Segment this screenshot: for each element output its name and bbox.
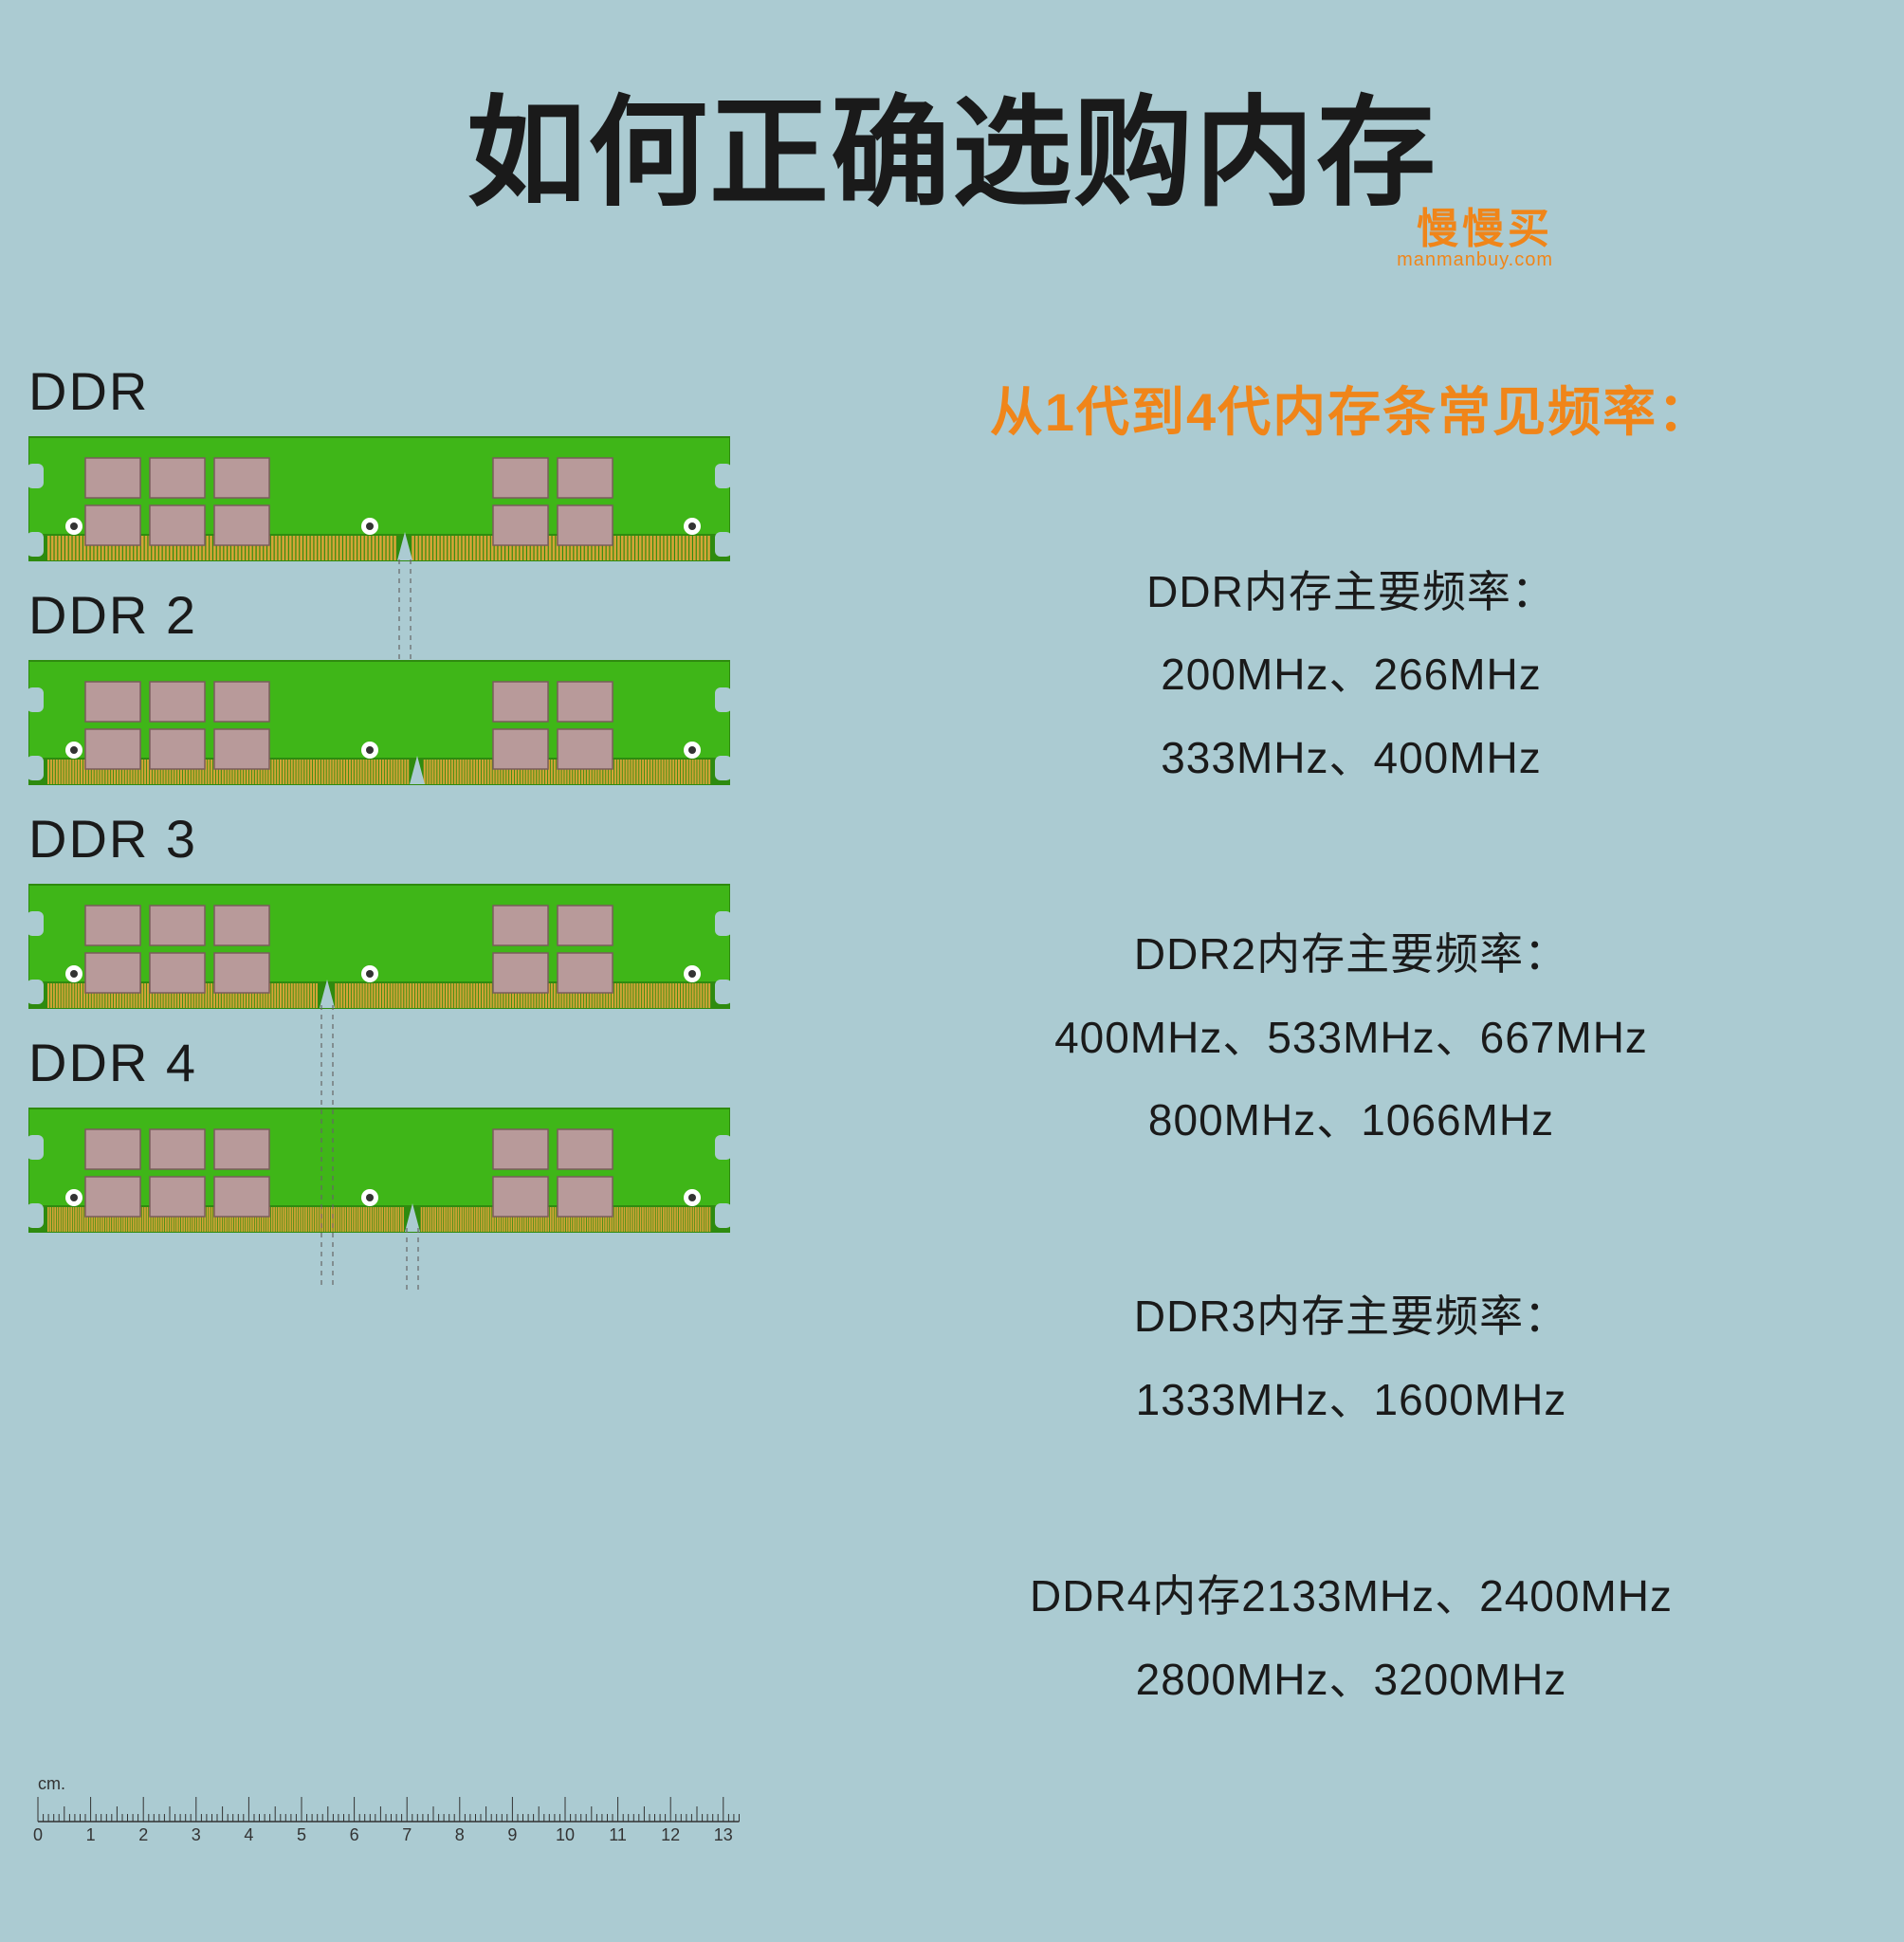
freq-line: 400MHz、533MHz、667MHz [834,997,1868,1079]
ram-block-ddr3: DDR 3 [28,808,730,1022]
svg-text:cm.: cm. [38,1776,65,1793]
ram-block-ddr4: DDR 4 [28,1032,730,1246]
freq-line: DDR内存主要频率： [834,551,1868,633]
freq-line: 200MHz、266MHz [834,633,1868,716]
freq-group-1: DDR2内存主要频率：400MHz、533MHz、667MHz800MHz、10… [834,913,1868,1162]
svg-text:7: 7 [402,1825,412,1842]
svg-text:13: 13 [714,1825,733,1842]
ram-label: DDR 3 [28,808,730,870]
svg-text:11: 11 [609,1825,627,1842]
svg-text:12: 12 [661,1825,680,1842]
freq-line: 1333MHz、1600MHz [834,1359,1868,1441]
freq-group-2: DDR3内存主要频率：1333MHz、1600MHz [834,1275,1868,1441]
svg-text:9: 9 [507,1825,517,1842]
freq-group-3: DDR4内存2133MHz、2400MHz2800MHz、3200MHz [834,1555,1868,1721]
frequency-heading: 从1代到4代内存条常见频率： [834,370,1868,447]
svg-text:8: 8 [455,1825,465,1842]
svg-text:5: 5 [297,1825,306,1842]
svg-text:1: 1 [86,1825,96,1842]
freq-line: DDR4内存2133MHz、2400MHz [834,1555,1868,1638]
svg-text:4: 4 [244,1825,253,1842]
ram-diagram-column: DDR DDR 2 DDR 3 DDR 4 [28,360,730,1255]
freq-line: 333MHz、400MHz [834,717,1868,799]
freq-group-0: DDR内存主要频率：200MHz、266MHz333MHz、400MHz [834,551,1868,799]
frequency-info-column: 从1代到4代内存条常见频率： DDR内存主要频率：200MHz、266MHz33… [834,370,1868,1835]
svg-text:10: 10 [556,1825,575,1842]
freq-line: 2800MHz、3200MHz [834,1639,1868,1721]
ram-block-ddr: DDR [28,360,730,575]
ram-block-ddr2: DDR 2 [28,584,730,798]
ram-module-svg [28,428,730,575]
freq-line: DDR2内存主要频率： [834,913,1868,996]
watermark: 慢慢买 manmanbuy.com [1397,194,1553,271]
svg-text:0: 0 [33,1825,43,1842]
ruler-svg: cm. 012345678910111213 [28,1776,749,1842]
freq-line: DDR3内存主要频率： [834,1275,1868,1358]
ram-module-svg [28,1099,730,1246]
ram-label: DDR 2 [28,584,730,646]
watermark-cn: 慢慢买 [1397,194,1553,255]
ram-label: DDR [28,360,730,422]
svg-text:2: 2 [138,1825,148,1842]
ram-module-svg [28,651,730,798]
svg-text:3: 3 [192,1825,201,1842]
ram-module-svg [28,875,730,1022]
page-title: 如何正确选购内存 [0,57,1904,229]
ruler: cm. 012345678910111213 [28,1776,749,1847]
svg-text:6: 6 [350,1825,359,1842]
freq-line: 800MHz、1066MHz [834,1079,1868,1162]
ram-label: DDR 4 [28,1032,730,1093]
watermark-en: manmanbuy.com [1397,249,1553,271]
